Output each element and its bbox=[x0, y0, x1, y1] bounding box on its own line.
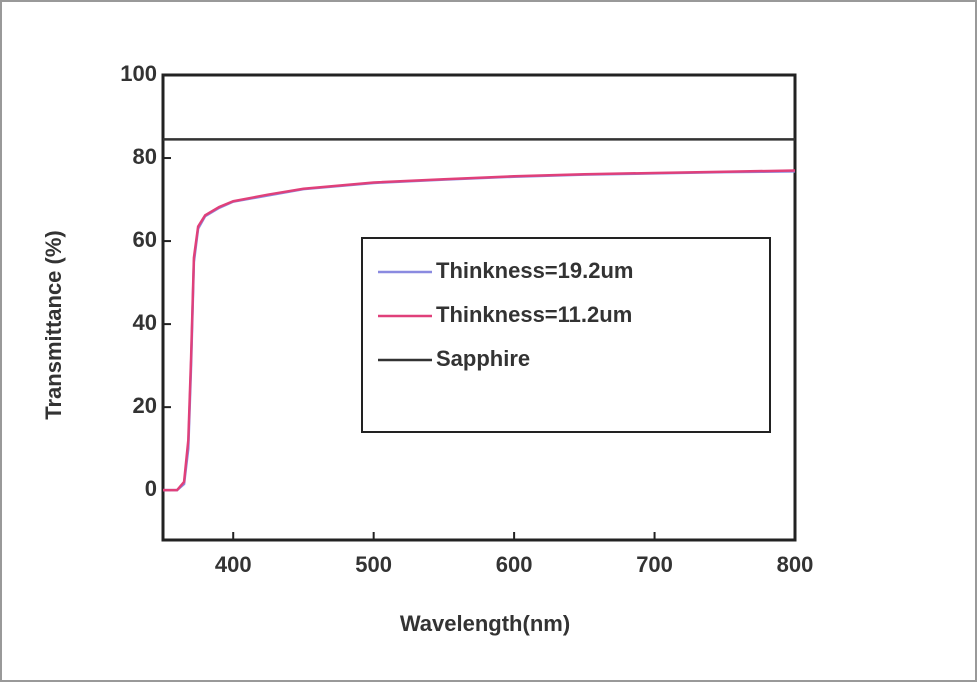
x-tick-label: 400 bbox=[215, 552, 252, 577]
y-tick-label: 0 bbox=[145, 476, 157, 501]
x-tick-label: 700 bbox=[636, 552, 673, 577]
legend-label: Thinkness=19.2um bbox=[436, 258, 633, 283]
x-tick-label: 500 bbox=[355, 552, 392, 577]
x-tick-label: 600 bbox=[496, 552, 533, 577]
y-tick-label: 80 bbox=[133, 144, 157, 169]
plot-area bbox=[161, 73, 797, 542]
y-tick-label: 60 bbox=[133, 227, 157, 252]
legend-label: Thinkness=11.2um bbox=[436, 302, 632, 327]
legend-box bbox=[361, 237, 771, 433]
y-axis-label: Transmittance (%) bbox=[41, 230, 66, 420]
legend-label: Sapphire bbox=[436, 346, 530, 371]
x-axis-label: Wavelength(nm) bbox=[400, 611, 570, 636]
y-tick-label: 40 bbox=[133, 310, 157, 335]
y-tick-label: 20 bbox=[133, 393, 157, 418]
y-tick-label: 100 bbox=[120, 61, 157, 86]
series-line bbox=[163, 169, 796, 492]
x-tick-label: 800 bbox=[777, 552, 814, 577]
